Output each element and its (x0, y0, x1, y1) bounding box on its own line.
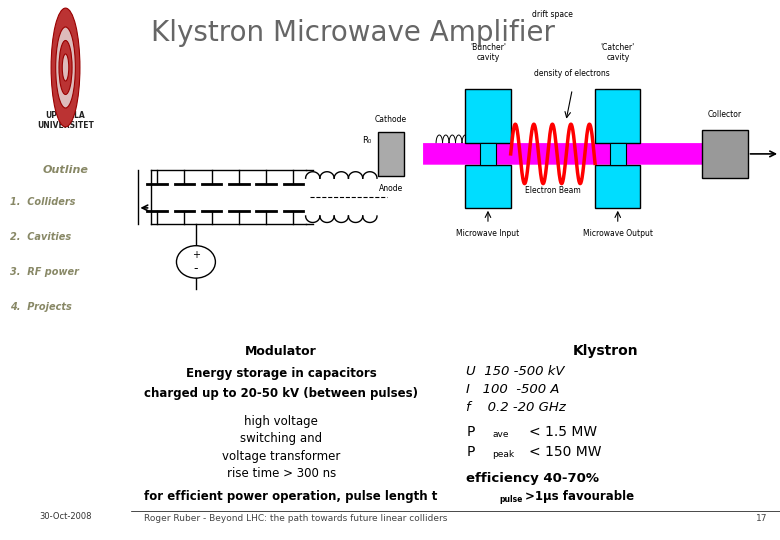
Bar (480, 143, 496, 165)
Text: Modulator: Modulator (246, 345, 317, 358)
Text: >1μs favourable: >1μs favourable (525, 490, 634, 503)
Bar (610, 143, 626, 165)
Text: high voltage: high voltage (244, 415, 318, 428)
Text: < 1.5 MW: < 1.5 MW (529, 425, 597, 439)
Text: I   100  -500 A: I 100 -500 A (466, 383, 560, 396)
Text: P: P (466, 425, 474, 439)
Text: U  150 -500 kV: U 150 -500 kV (466, 364, 565, 377)
Text: 4.  Projects: 4. Projects (10, 302, 73, 313)
Text: charged up to 20-50 kV (between pulses): charged up to 20-50 kV (between pulses) (144, 387, 418, 400)
Text: < 150 MW: < 150 MW (529, 445, 601, 459)
Bar (595, 89, 640, 143)
Text: f    0.2 -20 GHz: f 0.2 -20 GHz (466, 401, 566, 414)
Text: Collector: Collector (707, 110, 742, 119)
Text: rise time > 300 ns: rise time > 300 ns (226, 467, 336, 480)
Text: Electron Beam: Electron Beam (525, 186, 581, 195)
Text: P: P (466, 445, 474, 459)
Text: Klystron: Klystron (573, 343, 639, 357)
Text: 17: 17 (756, 515, 767, 523)
Circle shape (62, 54, 69, 81)
Text: +: + (192, 251, 200, 260)
Text: voltage transformer: voltage transformer (222, 450, 340, 463)
Text: switching and: switching and (240, 432, 322, 445)
Text: ave: ave (492, 430, 509, 440)
Text: density of electrons: density of electrons (534, 69, 610, 78)
Text: Microwave Output: Microwave Output (583, 230, 653, 239)
Circle shape (176, 246, 215, 278)
Bar (465, 89, 511, 143)
Bar (378, 132, 403, 176)
Text: 30-Oct-2008: 30-Oct-2008 (39, 512, 92, 521)
Text: 1.  Colliders: 1. Colliders (10, 197, 76, 207)
Bar (595, 165, 640, 208)
Text: 'Catcher'
cavity: 'Catcher' cavity (601, 43, 635, 62)
Text: for efficient power operation, pulse length t: for efficient power operation, pulse len… (144, 490, 438, 503)
Circle shape (59, 40, 72, 94)
Text: 3.  RF power: 3. RF power (10, 267, 80, 278)
FancyArrow shape (423, 143, 718, 165)
Text: Energy storage in capacitors: Energy storage in capacitors (186, 367, 377, 380)
Text: Outline: Outline (43, 165, 88, 175)
Text: Klystron Microwave Amplifier: Klystron Microwave Amplifier (151, 19, 555, 47)
Text: Cathode: Cathode (374, 115, 406, 124)
Text: Roger Ruber - Beyond LHC: the path towards future linear colliders: Roger Ruber - Beyond LHC: the path towar… (144, 515, 448, 523)
Circle shape (55, 27, 76, 108)
Text: UPPSALA
UNIVERSITET: UPPSALA UNIVERSITET (37, 111, 94, 130)
Text: efficiency 40-70%: efficiency 40-70% (466, 472, 599, 485)
Circle shape (51, 8, 80, 127)
Text: Anode: Anode (378, 184, 402, 193)
Text: R₀: R₀ (362, 136, 371, 145)
Text: peak: peak (492, 450, 515, 459)
Bar (702, 130, 747, 178)
Text: drift space: drift space (533, 10, 573, 19)
Text: 'Buncher'
cavity: 'Buncher' cavity (470, 43, 506, 62)
Text: pulse: pulse (499, 495, 523, 504)
Text: 2.  Cavities: 2. Cavities (10, 232, 72, 242)
Text: Microwave Input: Microwave Input (456, 230, 519, 239)
Bar (465, 165, 511, 208)
Text: -: - (193, 262, 198, 275)
